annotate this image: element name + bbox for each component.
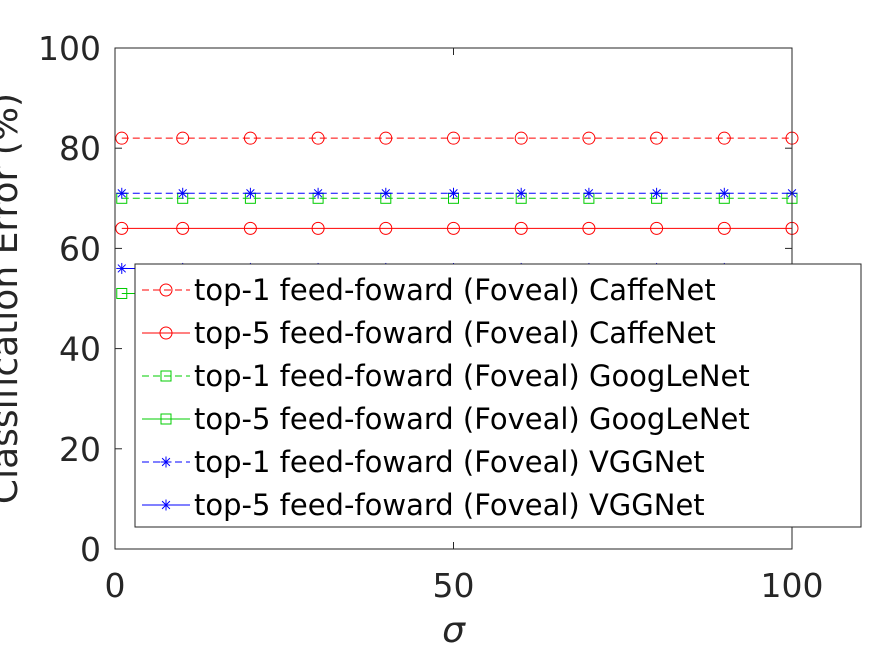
legend: top-1 feed-foward (Foveal) CaffeNet top-5… bbox=[134, 263, 862, 528]
tick-layer: 0 50 100 0 20 40 60 80 100 bbox=[38, 29, 824, 605]
data-point bbox=[116, 287, 128, 299]
legend-label: top-5 feed-foward (Foveal) VGGNet bbox=[194, 488, 705, 522]
data-point bbox=[514, 131, 528, 145]
data-point bbox=[448, 187, 459, 199]
y-tick-label: 0 bbox=[80, 530, 101, 569]
x-axis-label: σ bbox=[442, 610, 466, 651]
y-axis-label: Classification Error (%) bbox=[0, 93, 26, 504]
data-point bbox=[311, 221, 325, 235]
data-point bbox=[514, 221, 528, 235]
legend-marker bbox=[160, 456, 172, 468]
x-tick-label: 50 bbox=[433, 566, 475, 605]
y-tick-label: 80 bbox=[59, 129, 101, 168]
data-point bbox=[243, 131, 257, 145]
data-point bbox=[115, 131, 129, 145]
y-tick-label: 100 bbox=[38, 29, 101, 68]
data-point bbox=[116, 262, 128, 274]
legend-marker bbox=[160, 370, 172, 382]
data-point bbox=[717, 131, 731, 145]
legend-item: top-5 feed-foward (Foveal) VGGNet bbox=[142, 488, 705, 522]
data-point bbox=[582, 221, 596, 235]
x-tick-label: 0 bbox=[105, 566, 126, 605]
y-tick-label: 60 bbox=[59, 229, 101, 268]
legend-marker bbox=[159, 283, 173, 297]
data-point bbox=[115, 221, 129, 235]
data-point bbox=[243, 221, 257, 235]
y-tick-label: 40 bbox=[59, 330, 101, 369]
series-2 bbox=[115, 221, 799, 235]
legend-label: top-5 feed-foward (Foveal) CaffeNet bbox=[194, 316, 716, 350]
data-point bbox=[650, 131, 664, 145]
legend-label: top-1 feed-foward (Foveal) CaffeNet bbox=[194, 273, 716, 307]
legend-item: top-1 feed-foward (Foveal) GoogLeNet bbox=[142, 359, 750, 393]
data-point bbox=[116, 187, 128, 199]
data-point bbox=[380, 187, 392, 199]
legend-marker bbox=[159, 326, 173, 340]
data-point bbox=[447, 131, 460, 145]
series-5 bbox=[116, 187, 798, 199]
data-point bbox=[582, 131, 596, 145]
legend-label: top-1 feed-foward (Foveal) GoogLeNet bbox=[194, 359, 750, 393]
legend-marker bbox=[160, 499, 172, 511]
data-point bbox=[515, 187, 527, 199]
data-point bbox=[717, 221, 731, 235]
legend-label: top-5 feed-foward (Foveal) GoogLeNet bbox=[194, 402, 750, 436]
legend-box bbox=[134, 263, 862, 528]
data-point bbox=[244, 187, 256, 199]
data-point bbox=[379, 221, 393, 235]
data-point bbox=[177, 187, 189, 199]
legend-label: top-1 feed-foward (Foveal) VGGNet bbox=[194, 445, 705, 479]
x-tick-label: 100 bbox=[761, 566, 824, 605]
legend-marker bbox=[160, 413, 172, 425]
data-point bbox=[312, 187, 324, 199]
data-point bbox=[447, 221, 460, 235]
data-point bbox=[651, 187, 663, 199]
legend-item: top-1 feed-foward (Foveal) VGGNet bbox=[142, 445, 705, 479]
legend-item: top-1 feed-foward (Foveal) CaffeNet bbox=[142, 273, 716, 307]
legend-item: top-5 feed-foward (Foveal) GoogLeNet bbox=[142, 402, 750, 436]
data-point bbox=[311, 131, 325, 145]
y-tick-label: 20 bbox=[59, 430, 101, 469]
data-point bbox=[718, 187, 730, 199]
legend-item: top-5 feed-foward (Foveal) CaffeNet bbox=[142, 316, 716, 350]
data-point bbox=[650, 221, 664, 235]
data-point bbox=[583, 187, 595, 199]
data-point bbox=[176, 221, 190, 235]
data-point bbox=[379, 131, 393, 145]
data-point bbox=[176, 131, 190, 145]
